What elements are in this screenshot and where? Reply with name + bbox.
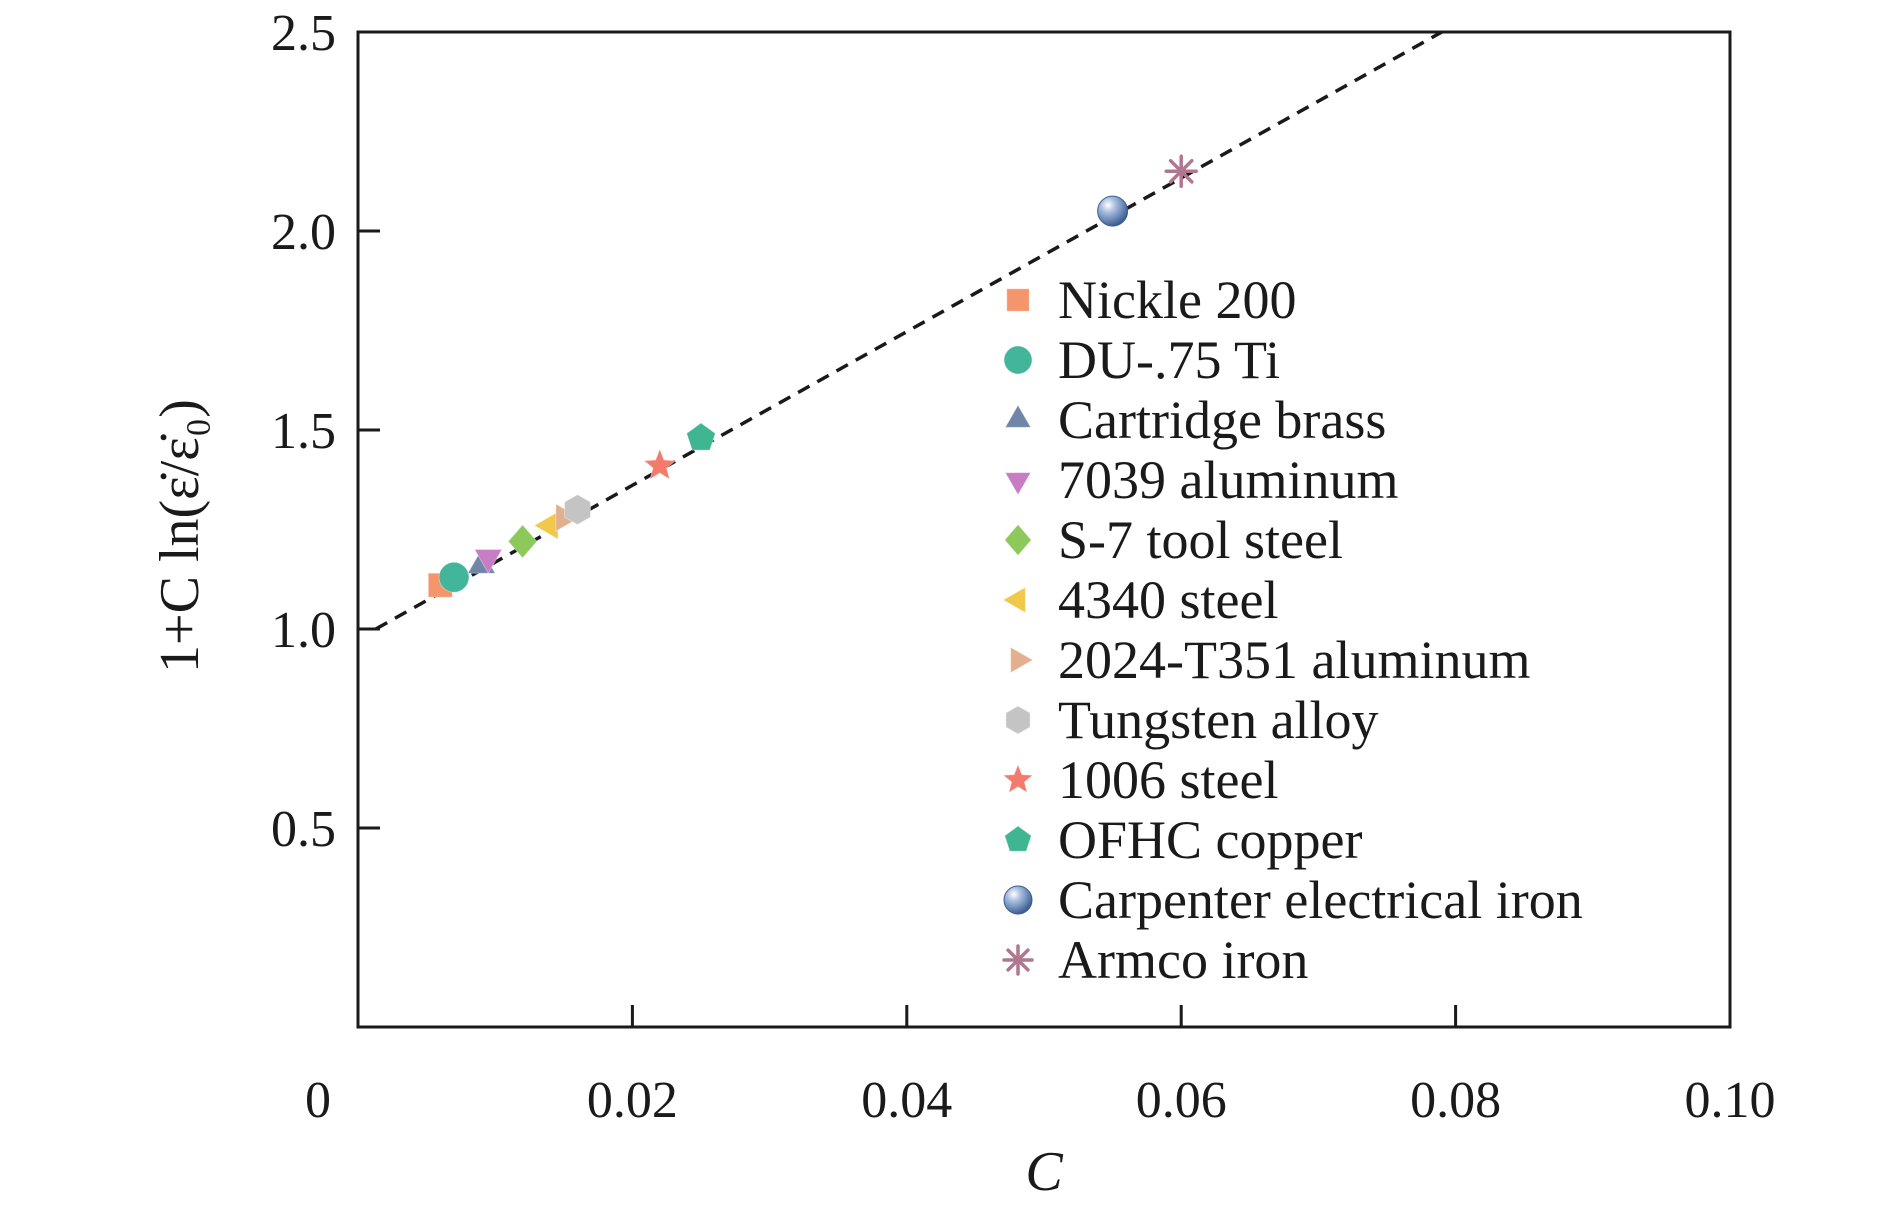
legend-marker [1002,586,1026,614]
legend-marker [1004,523,1032,557]
legend-marker [1003,885,1033,915]
legend-marker [1006,288,1030,312]
x-axis-label: C [1025,1141,1063,1203]
y-ticks: 0.5 1.0 1.5 2.0 2.5 [271,5,380,858]
legend-marker [1004,472,1032,496]
legend-label: Armco iron [1058,930,1308,990]
legend-label: Carpenter electrical iron [1058,870,1583,930]
y-tick-label: 0.5 [271,801,336,858]
data-point [564,494,591,526]
points-layer [427,154,1198,598]
y-axis-label: 1+C ln(ε̇/ε̇₀) [149,399,211,673]
y-tick-label: 2.0 [271,204,336,261]
legend-label: S-7 tool steel [1058,510,1343,570]
x-tick-label: 0.10 [1685,1072,1776,1129]
legend-label: Tungsten alloy [1058,690,1379,750]
legend-label: 1006 steel [1058,750,1278,810]
legend-marker [1002,944,1034,976]
legend-label: OFHC copper [1058,810,1362,870]
y-tick-label: 1.0 [271,602,336,659]
x-tick-label: 0.06 [1136,1072,1227,1129]
x-tick-label: 0.04 [861,1072,952,1129]
legend-marker [1004,825,1032,852]
x-origin-label: 0 [305,1072,331,1129]
legend-label: 4340 steel [1058,570,1278,630]
legend-label: Cartridge brass [1058,390,1386,450]
legend-marker [1002,763,1034,794]
plot-frame [356,30,1732,1029]
legend-label: Nickle 200 [1058,270,1296,330]
y-tick-label: 1.5 [271,403,336,460]
data-point [473,549,503,575]
legend-marker [1003,345,1033,375]
legend-marker [1005,705,1031,735]
data-point [1097,195,1129,227]
x-ticks: 0.02 0.04 0.06 0.08 0.10 0 [305,1005,1776,1129]
legend-label: DU-.75 Ti [1058,330,1280,390]
data-point [686,422,716,451]
data-point [1164,154,1198,189]
x-tick-label: 0.02 [587,1072,678,1129]
legend-marker [1010,646,1034,674]
data-point [533,511,559,540]
legend-marker [1004,404,1032,428]
data-point [438,561,470,593]
y-tick-label: 2.5 [271,5,336,62]
data-point [642,447,677,481]
legend-label: 7039 aluminum [1058,450,1398,510]
legend-label: 2024-T351 aluminum [1058,630,1530,690]
x-tick-label: 0.08 [1410,1072,1501,1129]
data-point [507,524,538,559]
